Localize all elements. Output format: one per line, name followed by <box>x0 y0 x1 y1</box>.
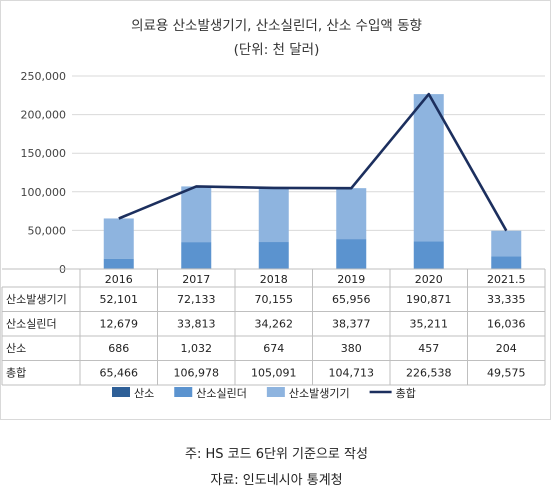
chart-subtitle: (단위: 천 달러) <box>233 42 320 58</box>
y-tick-label: 200,000 <box>21 109 67 122</box>
footnote: 주: HS 코드 6단위 기준으로 작성 <box>185 447 368 462</box>
data-label: 105,091 <box>251 367 297 380</box>
data-label: 1,032 <box>181 342 213 355</box>
y-tick-label: 150,000 <box>21 147 67 160</box>
table-row-label: 산소발생기기 <box>6 293 67 306</box>
bar-segment <box>103 258 134 269</box>
data-label: 72,133 <box>177 293 216 306</box>
data-label: 52,101 <box>100 293 139 306</box>
data-label: 33,813 <box>177 318 216 331</box>
bar-segment <box>181 186 212 243</box>
y-tick-label: 50,000 <box>28 224 67 237</box>
bar-segment <box>258 187 289 243</box>
chart-area: 050,000100,000150,000200,000250,00020162… <box>1 70 546 400</box>
bar-segment <box>258 242 289 269</box>
data-label: 16,036 <box>487 318 526 331</box>
legend-swatch <box>266 387 285 397</box>
data-label: 380 <box>341 342 362 355</box>
table-row-label: 산소실린더 <box>6 318 57 331</box>
data-label: 686 <box>108 342 129 355</box>
data-label: 65,466 <box>100 367 139 380</box>
x-tick-label: 2018 <box>260 273 288 286</box>
total-line <box>118 92 508 232</box>
table-row-label: 총합 <box>6 367 26 380</box>
x-tick-label: 2021.5 <box>487 273 526 286</box>
y-tick-label: 250,000 <box>21 70 67 83</box>
bar-segment <box>413 94 444 242</box>
legend-label: 산소실린더 <box>196 387 247 400</box>
data-label: 104,713 <box>329 367 375 380</box>
data-label: 12,679 <box>100 318 139 331</box>
chart-title: 의료용 산소발생기기, 산소실린더, 산소 수입액 동향 <box>131 18 422 34</box>
x-tick-label: 2019 <box>337 273 365 286</box>
source-note: 자료: 인도네시아 통계청 <box>210 473 343 488</box>
x-tick-label: 2017 <box>182 273 210 286</box>
data-label: 34,262 <box>255 318 294 331</box>
x-tick-label: 2016 <box>105 273 133 286</box>
bar-segment <box>491 230 522 257</box>
legend-swatch <box>112 387 130 397</box>
data-label: 106,978 <box>174 367 220 380</box>
data-label: 49,575 <box>487 367 526 380</box>
legend-label: 산소 <box>134 387 154 400</box>
legend-label: 산소발생기기 <box>289 387 350 400</box>
bar-segment <box>336 188 367 240</box>
data-label: 226,538 <box>406 367 452 380</box>
y-tick-label: 100,000 <box>21 186 67 199</box>
data-label: 674 <box>263 342 284 355</box>
bar-segment <box>181 242 212 269</box>
data-label: 190,871 <box>406 293 452 306</box>
legend-label: 총합 <box>396 387 416 400</box>
x-tick-label: 2020 <box>415 273 443 286</box>
data-label: 70,155 <box>255 293 294 306</box>
bar-segment <box>103 218 134 259</box>
bar-segment <box>413 241 444 269</box>
data-label: 65,956 <box>332 293 371 306</box>
bar-segment <box>336 239 367 269</box>
data-label: 457 <box>418 342 439 355</box>
chart-frame <box>0 0 551 420</box>
data-label: 33,335 <box>487 293 526 306</box>
table-row-label: 산소 <box>6 342 26 355</box>
data-label: 38,377 <box>332 318 371 331</box>
data-label: 35,211 <box>410 318 449 331</box>
data-label: 204 <box>496 342 517 355</box>
legend-swatch <box>174 387 193 397</box>
bar-segment <box>491 256 522 269</box>
